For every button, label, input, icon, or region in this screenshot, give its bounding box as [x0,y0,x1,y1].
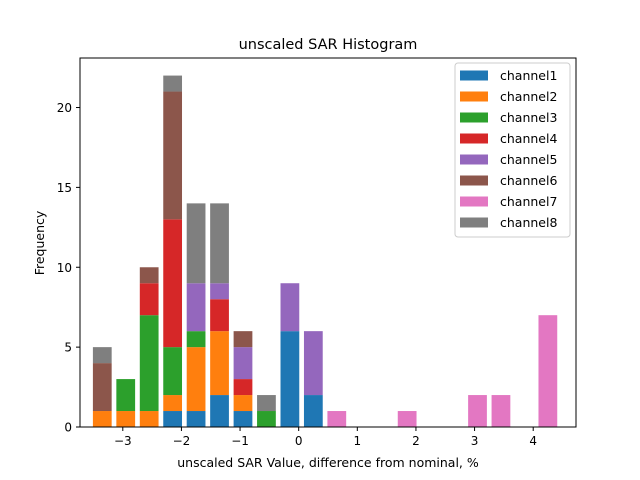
x-axis: −3 −2 −1 0 1 2 3 4 [114,427,537,448]
bar-channel8-3 [163,75,183,92]
bar-channel1-5 [210,395,229,427]
bar-channel1-3 [163,411,183,427]
bar-channel7-17 [491,395,511,427]
bar-channel2-3 [163,395,183,412]
legend-swatch-channel1 [460,70,488,81]
x-tick-label: 3 [471,434,479,448]
x-tick-label: 1 [353,434,361,448]
bar-channel3-4 [186,331,206,348]
bar-channel7-13 [397,411,417,427]
legend-label-channel4: channel4 [500,131,557,146]
legend-frame [454,62,571,238]
bar-channel5-9 [303,331,323,396]
bar-channel2-5 [210,331,229,396]
plot-frame [79,57,577,428]
bar-channel2-1 [116,411,136,427]
bar-channel8-0 [92,347,112,364]
legend-swatch-channel7 [460,196,488,207]
bar-channel4-5 [210,299,229,332]
bar-channel2-2 [139,411,159,427]
bar-channel3-7 [257,411,276,427]
bar-channel3-2 [139,315,159,412]
bar-channel4-2 [139,283,159,316]
y-tick-label: 5 [64,341,72,355]
legend-swatch-channel4 [460,133,488,144]
legend-label-channel1: channel1 [500,68,557,83]
bar-channel5-6 [233,347,253,380]
x-tick-label: 2 [412,434,420,448]
bar-channel7-10 [327,411,347,427]
bar-channel8-7 [257,395,276,412]
bar-channel1-8 [280,331,300,427]
bar-channel8-5 [210,203,229,284]
bar-channel2-6 [233,395,253,412]
bar-channel2-4 [186,347,206,412]
bar-channel4-6 [233,379,253,396]
y-axis: 0 5 10 15 20 [57,101,80,435]
bar-channel6-0 [92,363,112,412]
legend: channel1 channel2 channel3 channel4 channel5… [454,62,571,238]
bar-channel6-2 [139,267,159,284]
legend-swatch-channel2 [460,91,488,102]
bar-channel1-9 [303,395,323,427]
legend-label-channel2: channel2 [500,89,557,104]
y-tick-label: 10 [57,261,72,275]
bar-channel3-3 [163,347,183,396]
y-axis-label: Frequency [32,210,47,275]
x-tick-label: 4 [529,434,537,448]
legend-swatch-channel6 [460,175,488,186]
x-tick-label: −3 [114,434,132,448]
bar-channel3-1 [116,379,136,412]
legend-label-channel7: channel7 [500,194,557,209]
x-axis-label: unscaled SAR Value, difference from nomi… [177,455,479,470]
legend-swatch-channel8 [460,217,488,228]
chart-title: unscaled SAR Histogram [239,37,418,53]
legend-label-channel6: channel6 [500,173,557,188]
bar-channel6-6 [233,331,253,348]
bar-channel5-8 [280,283,300,332]
bars-layer [92,75,558,427]
legend-label-channel5: channel5 [500,152,557,167]
bar-channel1-6 [233,411,253,427]
bar-channel1-4 [186,411,206,427]
bar-channel6-3 [163,91,183,220]
bar-channel5-5 [210,283,229,300]
bar-channel5-4 [186,283,206,332]
bar-channel7-19 [538,315,558,427]
x-tick-label: −2 [173,434,191,448]
legend-label-channel3: channel3 [500,110,557,125]
legend-swatch-channel3 [460,112,488,123]
legend-swatch-channel5 [460,154,488,165]
bar-channel2-0 [92,411,112,427]
y-tick-label: 0 [64,421,72,435]
x-tick-label: −1 [231,434,249,448]
legend-label-channel8: channel8 [500,215,557,230]
y-tick-label: 15 [57,181,72,195]
x-tick-label: 0 [295,434,303,448]
y-tick-label: 20 [57,101,72,115]
bar-channel7-16 [468,395,487,427]
bar-channel8-4 [186,203,206,284]
bar-channel4-3 [163,219,183,348]
